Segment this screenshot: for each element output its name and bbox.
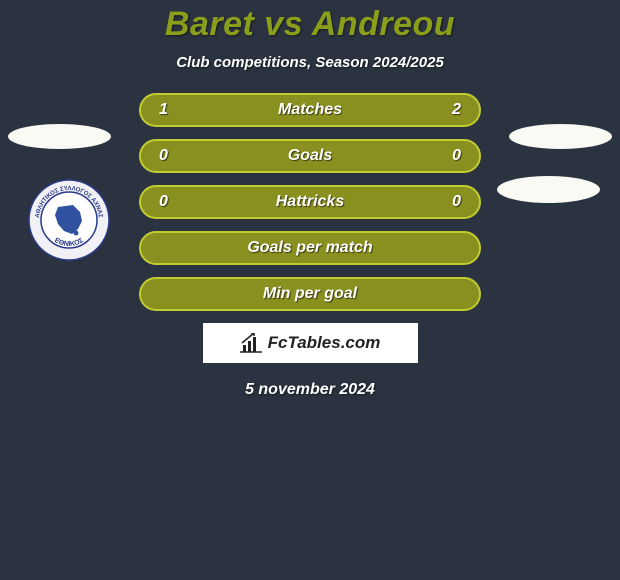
comparison-date: 5 november 2024 xyxy=(0,381,620,399)
stat-value-right: 2 xyxy=(431,101,461,119)
club-badge: ΑΘΛΗΤΙΚΟΣ ΣΥΛΛΟΓΟΣ ΑΧΝΑΣ ΕΘΝΙΚΟΣ xyxy=(28,179,110,261)
stat-label: Matches xyxy=(278,101,342,119)
decorative-ellipse xyxy=(497,176,600,203)
season-subtitle: Club competitions, Season 2024/2025 xyxy=(0,54,620,71)
stat-value-left: 1 xyxy=(159,101,189,119)
stat-label: Goals per match xyxy=(247,239,372,257)
decorative-ellipse xyxy=(509,124,612,149)
stat-label: Goals xyxy=(288,147,332,165)
stat-value-left: 0 xyxy=(159,147,189,165)
comparison-title: Baret vs Andreou xyxy=(0,0,620,44)
stat-value-right: 0 xyxy=(431,147,461,165)
decorative-ellipse xyxy=(8,124,111,149)
stat-row: 0 Goals 0 xyxy=(139,139,481,173)
stat-label: Min per goal xyxy=(263,285,357,303)
stat-value-right: 0 xyxy=(431,193,461,211)
bars-icon xyxy=(240,333,262,353)
fctables-logo: FcTables.com xyxy=(203,323,418,363)
stat-value-left: 0 xyxy=(159,193,189,211)
stat-label: Hattricks xyxy=(276,193,344,211)
stat-row: Goals per match xyxy=(139,231,481,265)
stat-row: Min per goal xyxy=(139,277,481,311)
stat-row: 1 Matches 2 xyxy=(139,93,481,127)
fctables-label: FcTables.com xyxy=(268,333,381,353)
stat-row: 0 Hattricks 0 xyxy=(139,185,481,219)
